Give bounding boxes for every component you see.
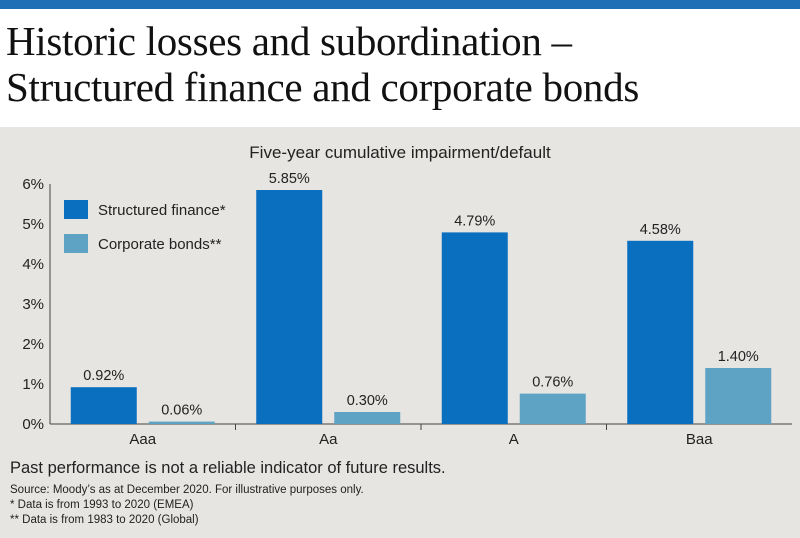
y-tick-label: 1% [22, 376, 44, 393]
y-tick-label: 4% [22, 256, 44, 273]
bar-corporate-bonds [334, 412, 401, 424]
disclaimer: Past performance is not a reliable indic… [10, 459, 446, 477]
data-label: 0.06% [161, 403, 202, 419]
y-tick-label: 3% [22, 296, 44, 313]
title-line-2: Structured finance and corporate bonds [6, 64, 639, 110]
bar-corporate-bonds [705, 368, 772, 424]
legend-swatch [64, 200, 88, 219]
x-tick-label: Baa [686, 431, 713, 448]
title-line-1: Historic losses and subordination – [6, 18, 572, 64]
data-label: 0.92% [83, 368, 124, 384]
bar-corporate-bonds [519, 393, 586, 424]
legend-label: Structured finance* [98, 202, 226, 219]
x-tick-label: Aa [319, 431, 338, 448]
data-label: 1.40% [718, 349, 759, 365]
footnote-1: * Data is from 1993 to 2020 (EMEA) [10, 499, 194, 511]
top-accent-rule [0, 0, 800, 9]
chart-title: Five-year cumulative impairment/default [249, 143, 551, 162]
footnote-2: ** Data is from 1983 to 2020 (Global) [10, 514, 199, 526]
bar-structured-finance [627, 240, 694, 424]
x-tick-label: A [509, 431, 519, 448]
data-label: 4.58% [640, 222, 681, 238]
bar-structured-finance [256, 190, 323, 424]
bar-chart: 0% 1% 2% 3% 4% 5% 6% 0.92% 0.06% Aaa 5.85% 0.30% Aa 4… [22, 171, 792, 448]
y-tick-label: 2% [22, 336, 44, 353]
data-label: 4.79% [454, 213, 495, 229]
data-label: 0.76% [532, 375, 573, 391]
legend-label: Corporate bonds** [98, 236, 222, 253]
data-label: 5.85% [269, 171, 310, 187]
y-tick-label: 0% [22, 416, 44, 433]
bar-structured-finance [441, 232, 508, 424]
bar-corporate-bonds [148, 421, 215, 424]
source-note: Source: Moody’s as at December 2020. For… [10, 484, 364, 496]
x-tick-label: Aaa [129, 431, 156, 448]
bar-structured-finance [70, 387, 137, 424]
y-tick-label: 5% [22, 216, 44, 233]
y-tick-label: 6% [22, 176, 44, 193]
legend-swatch [64, 234, 88, 253]
data-label: 0.30% [347, 393, 388, 409]
page-title: Historic losses and subordination – Stru… [6, 18, 639, 110]
